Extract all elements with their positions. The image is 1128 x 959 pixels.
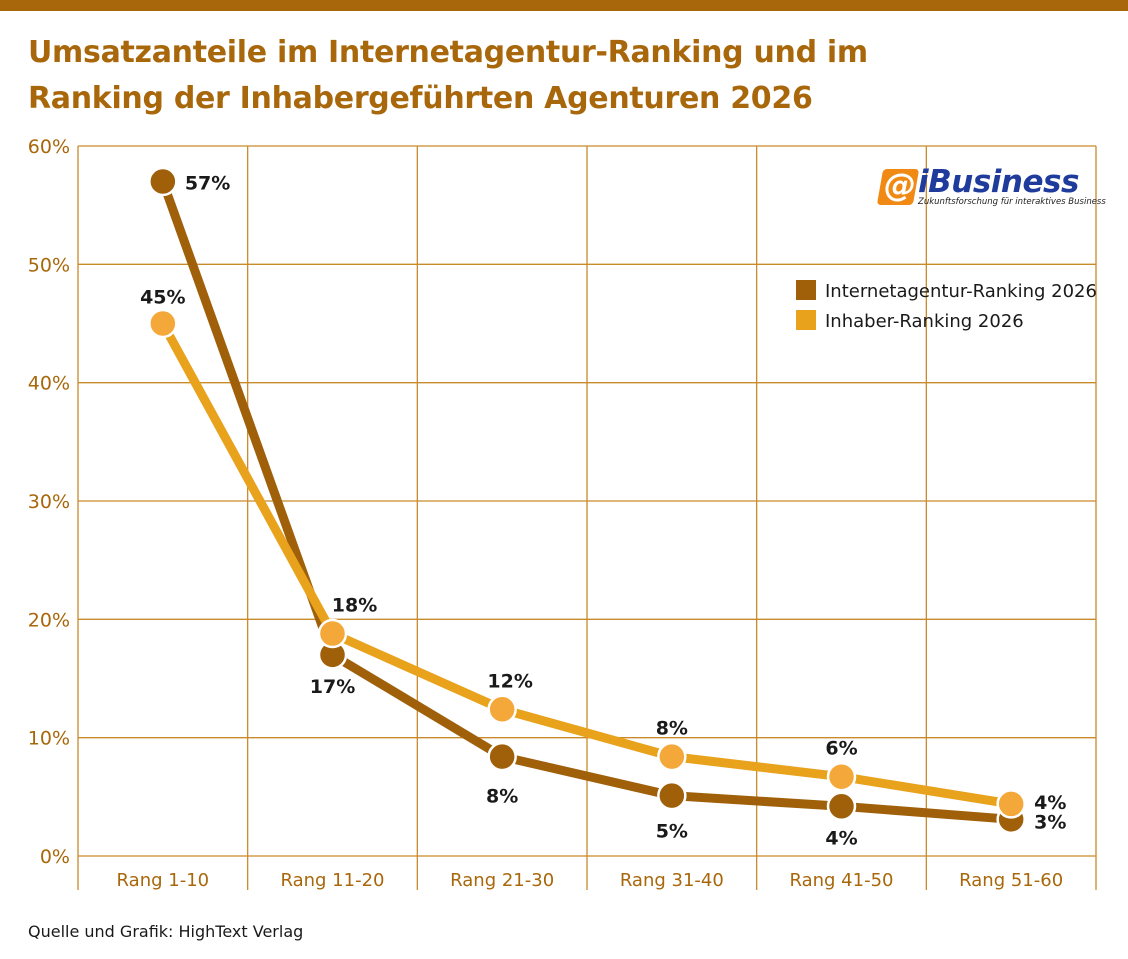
data-point-marker (657, 780, 687, 811)
data-labels: 57%17%8%5% 4%3%45%18%12%8%6%4% (140, 173, 1066, 850)
y-tick-label: 20% (28, 609, 70, 631)
data-label: 3% (1034, 811, 1066, 833)
y-tick-label: 50% (28, 254, 70, 276)
chart-legend: Internetagentur-Ranking 2026 Inhaber-Rank… (796, 280, 1097, 332)
legend-label: Internetagentur-Ranking 2026 (825, 281, 1097, 302)
y-tick-label: 0% (40, 846, 70, 868)
series-lines (158, 177, 1016, 824)
logo-tagline: Zukunftsforschung für interaktives Busin… (918, 197, 1106, 207)
data-label: 4% (825, 827, 857, 849)
y-axis-ticks: 0% 10% 20% 30% 40% 50% 60% (28, 136, 70, 868)
y-tick-label: 30% (28, 491, 70, 513)
data-label: 6% (825, 738, 857, 760)
series-markers (148, 166, 1026, 835)
logo-wordmark: iBusiness (918, 164, 1079, 200)
data-point-marker (657, 741, 687, 772)
data-point-marker (317, 618, 348, 649)
x-axis-ticks: Rang 1-10 Rang 11-20 Rang 21-30 Rang 31-40 R… (117, 870, 1064, 891)
top-accent-bar (0, 0, 1128, 11)
data-point-marker (996, 789, 1026, 819)
logo-at-icon: @ (884, 166, 916, 204)
data-point-marker (826, 791, 857, 822)
y-tick-label: 10% (28, 728, 70, 750)
data-label: 12% (487, 670, 532, 692)
x-tick-label: Rang 11-20 (280, 870, 384, 891)
chart-title-line-1: Umsatzanteile im Internetagentur-Ranking… (28, 35, 868, 70)
source-note: Quelle und Grafik: HighText Verlag (28, 922, 304, 941)
legend-label: Inhaber-Ranking 2026 (825, 311, 1024, 332)
data-point-marker (487, 741, 517, 772)
data-point-marker (826, 761, 857, 792)
data-label: 18% (332, 595, 377, 617)
data-label: 4% (1034, 792, 1066, 814)
ibusiness-logo: @ iBusiness Zukunftsforschung für intera… (876, 164, 1106, 210)
data-point-marker (148, 308, 178, 339)
series-line-1 (158, 319, 1016, 809)
chart-title-line-2: Ranking der Inhabergeführten Agenturen 2… (28, 81, 813, 116)
data-point-marker (487, 694, 517, 725)
data-label: 45% (140, 287, 185, 309)
y-tick-label: 40% (28, 373, 70, 395)
data-label: 8% (486, 786, 518, 808)
data-label: 8% (656, 718, 688, 740)
x-tick-label: Rang 51-60 (959, 870, 1063, 891)
data-point-marker (148, 166, 178, 197)
x-tick-label: Rang 31-40 (620, 870, 724, 891)
data-label: 17% (310, 676, 355, 698)
y-tick-label: 60% (28, 136, 70, 158)
data-label: 57% (185, 173, 230, 195)
chart-title: Umsatzanteile im Internetagentur-Ranking… (28, 30, 1028, 122)
data-label: 5% (656, 821, 688, 843)
x-tick-label: Rang 21-30 (450, 870, 554, 891)
x-tick-label: Rang 1-10 (117, 870, 210, 891)
x-tick-label: Rang 41-50 (789, 870, 893, 891)
legend-swatch (796, 310, 816, 330)
legend-swatch (796, 280, 816, 300)
